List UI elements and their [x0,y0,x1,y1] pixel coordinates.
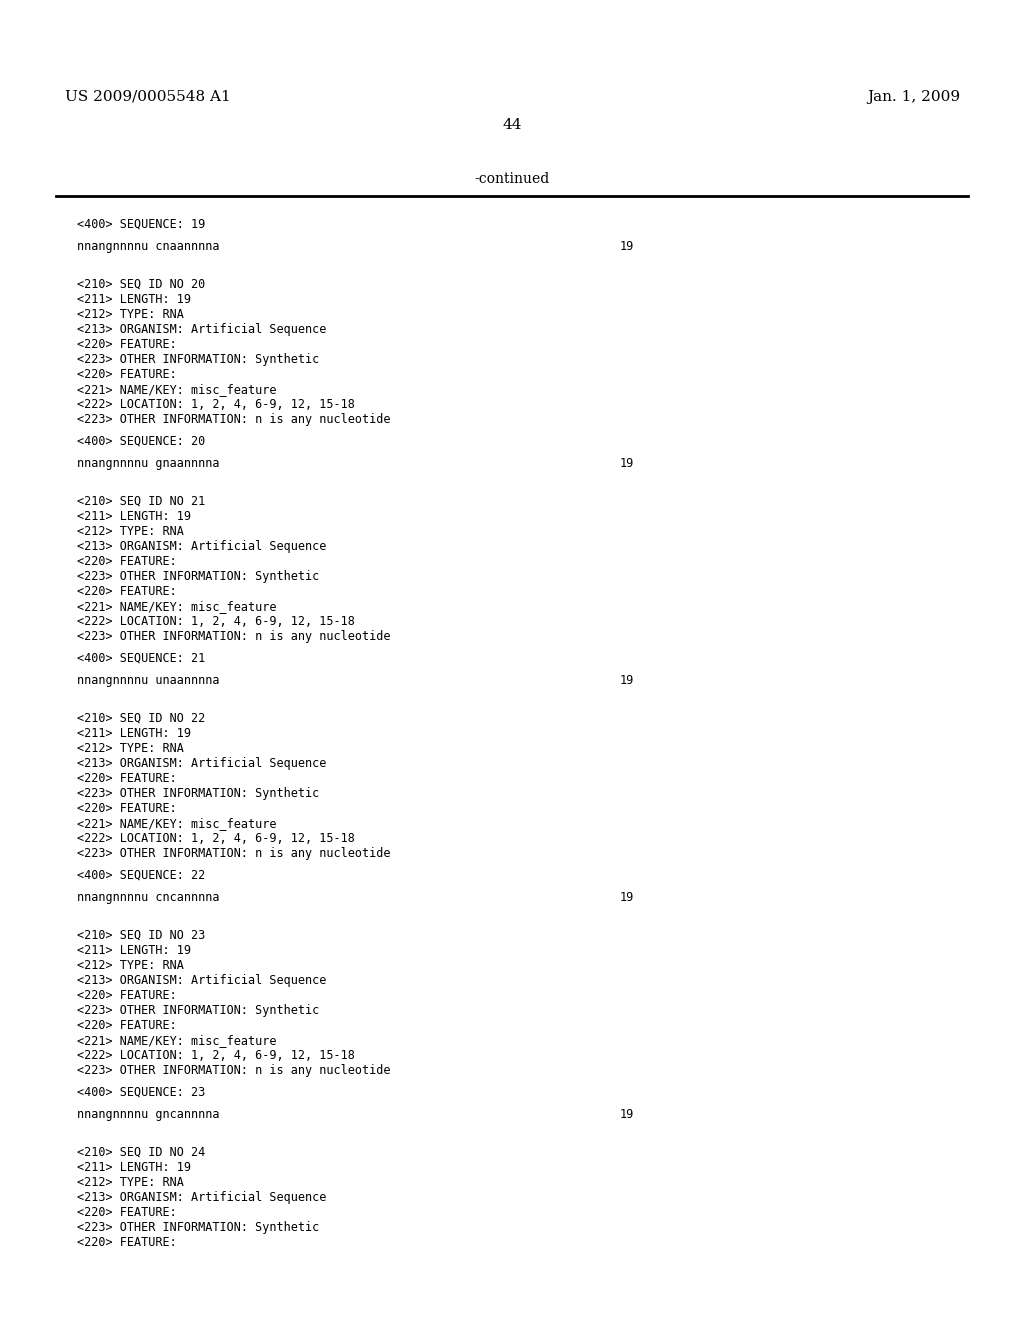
Text: <220> FEATURE:: <220> FEATURE: [77,772,176,785]
Text: <223> OTHER INFORMATION: Synthetic: <223> OTHER INFORMATION: Synthetic [77,1221,319,1234]
Text: <222> LOCATION: 1, 2, 4, 6-9, 12, 15-18: <222> LOCATION: 1, 2, 4, 6-9, 12, 15-18 [77,399,354,411]
Text: <213> ORGANISM: Artificial Sequence: <213> ORGANISM: Artificial Sequence [77,1191,327,1204]
Text: <400> SEQUENCE: 19: <400> SEQUENCE: 19 [77,218,205,231]
Text: <213> ORGANISM: Artificial Sequence: <213> ORGANISM: Artificial Sequence [77,974,327,987]
Text: 19: 19 [620,240,634,253]
Text: Jan. 1, 2009: Jan. 1, 2009 [867,90,961,104]
Text: <223> OTHER INFORMATION: Synthetic: <223> OTHER INFORMATION: Synthetic [77,352,319,366]
Text: <211> LENGTH: 19: <211> LENGTH: 19 [77,1162,190,1173]
Text: <223> OTHER INFORMATION: n is any nucleotide: <223> OTHER INFORMATION: n is any nucleo… [77,630,390,643]
Text: nnangnnnnu unaannnna: nnangnnnnu unaannnna [77,675,219,686]
Text: <220> FEATURE:: <220> FEATURE: [77,585,176,598]
Text: nnangnnnnu cncannnna: nnangnnnnu cncannnna [77,891,219,904]
Text: <223> OTHER INFORMATION: Synthetic: <223> OTHER INFORMATION: Synthetic [77,787,319,800]
Text: <213> ORGANISM: Artificial Sequence: <213> ORGANISM: Artificial Sequence [77,540,327,553]
Text: 19: 19 [620,891,634,904]
Text: <211> LENGTH: 19: <211> LENGTH: 19 [77,293,190,306]
Text: 44: 44 [502,117,522,132]
Text: <210> SEQ ID NO 20: <210> SEQ ID NO 20 [77,279,205,290]
Text: <221> NAME/KEY: misc_feature: <221> NAME/KEY: misc_feature [77,383,276,396]
Text: <223> OTHER INFORMATION: n is any nucleotide: <223> OTHER INFORMATION: n is any nucleo… [77,847,390,861]
Text: <221> NAME/KEY: misc_feature: <221> NAME/KEY: misc_feature [77,601,276,612]
Text: <220> FEATURE:: <220> FEATURE: [77,1206,176,1218]
Text: <400> SEQUENCE: 23: <400> SEQUENCE: 23 [77,1086,205,1100]
Text: <221> NAME/KEY: misc_feature: <221> NAME/KEY: misc_feature [77,1034,276,1047]
Text: 19: 19 [620,675,634,686]
Text: <223> OTHER INFORMATION: n is any nucleotide: <223> OTHER INFORMATION: n is any nucleo… [77,413,390,426]
Text: <220> FEATURE:: <220> FEATURE: [77,1236,176,1249]
Text: <222> LOCATION: 1, 2, 4, 6-9, 12, 15-18: <222> LOCATION: 1, 2, 4, 6-9, 12, 15-18 [77,832,354,845]
Text: 19: 19 [620,457,634,470]
Text: <400> SEQUENCE: 22: <400> SEQUENCE: 22 [77,869,205,882]
Text: <223> OTHER INFORMATION: Synthetic: <223> OTHER INFORMATION: Synthetic [77,1005,319,1016]
Text: <211> LENGTH: 19: <211> LENGTH: 19 [77,510,190,523]
Text: <210> SEQ ID NO 23: <210> SEQ ID NO 23 [77,929,205,942]
Text: nnangnnnnu gnaannnna: nnangnnnnu gnaannnna [77,457,219,470]
Text: <221> NAME/KEY: misc_feature: <221> NAME/KEY: misc_feature [77,817,276,830]
Text: <220> FEATURE:: <220> FEATURE: [77,989,176,1002]
Text: <220> FEATURE:: <220> FEATURE: [77,803,176,814]
Text: <211> LENGTH: 19: <211> LENGTH: 19 [77,727,190,741]
Text: <212> TYPE: RNA: <212> TYPE: RNA [77,742,183,755]
Text: <213> ORGANISM: Artificial Sequence: <213> ORGANISM: Artificial Sequence [77,323,327,337]
Text: -continued: -continued [474,172,550,186]
Text: <220> FEATURE:: <220> FEATURE: [77,554,176,568]
Text: <212> TYPE: RNA: <212> TYPE: RNA [77,525,183,539]
Text: <222> LOCATION: 1, 2, 4, 6-9, 12, 15-18: <222> LOCATION: 1, 2, 4, 6-9, 12, 15-18 [77,1049,354,1063]
Text: <220> FEATURE:: <220> FEATURE: [77,368,176,381]
Text: <212> TYPE: RNA: <212> TYPE: RNA [77,1176,183,1189]
Text: <220> FEATURE:: <220> FEATURE: [77,338,176,351]
Text: <210> SEQ ID NO 22: <210> SEQ ID NO 22 [77,711,205,725]
Text: <400> SEQUENCE: 21: <400> SEQUENCE: 21 [77,652,205,665]
Text: nnangnnnnu gncannnna: nnangnnnnu gncannnna [77,1107,219,1121]
Text: nnangnnnnu cnaannnna: nnangnnnnu cnaannnna [77,240,219,253]
Text: <211> LENGTH: 19: <211> LENGTH: 19 [77,944,190,957]
Text: <223> OTHER INFORMATION: Synthetic: <223> OTHER INFORMATION: Synthetic [77,570,319,583]
Text: US 2009/0005548 A1: US 2009/0005548 A1 [65,90,230,104]
Text: <220> FEATURE:: <220> FEATURE: [77,1019,176,1032]
Text: <212> TYPE: RNA: <212> TYPE: RNA [77,308,183,321]
Text: <210> SEQ ID NO 21: <210> SEQ ID NO 21 [77,495,205,508]
Text: <210> SEQ ID NO 24: <210> SEQ ID NO 24 [77,1146,205,1159]
Text: 19: 19 [620,1107,634,1121]
Text: <223> OTHER INFORMATION: n is any nucleotide: <223> OTHER INFORMATION: n is any nucleo… [77,1064,390,1077]
Text: <400> SEQUENCE: 20: <400> SEQUENCE: 20 [77,436,205,447]
Text: <213> ORGANISM: Artificial Sequence: <213> ORGANISM: Artificial Sequence [77,756,327,770]
Text: <212> TYPE: RNA: <212> TYPE: RNA [77,960,183,972]
Text: <222> LOCATION: 1, 2, 4, 6-9, 12, 15-18: <222> LOCATION: 1, 2, 4, 6-9, 12, 15-18 [77,615,354,628]
